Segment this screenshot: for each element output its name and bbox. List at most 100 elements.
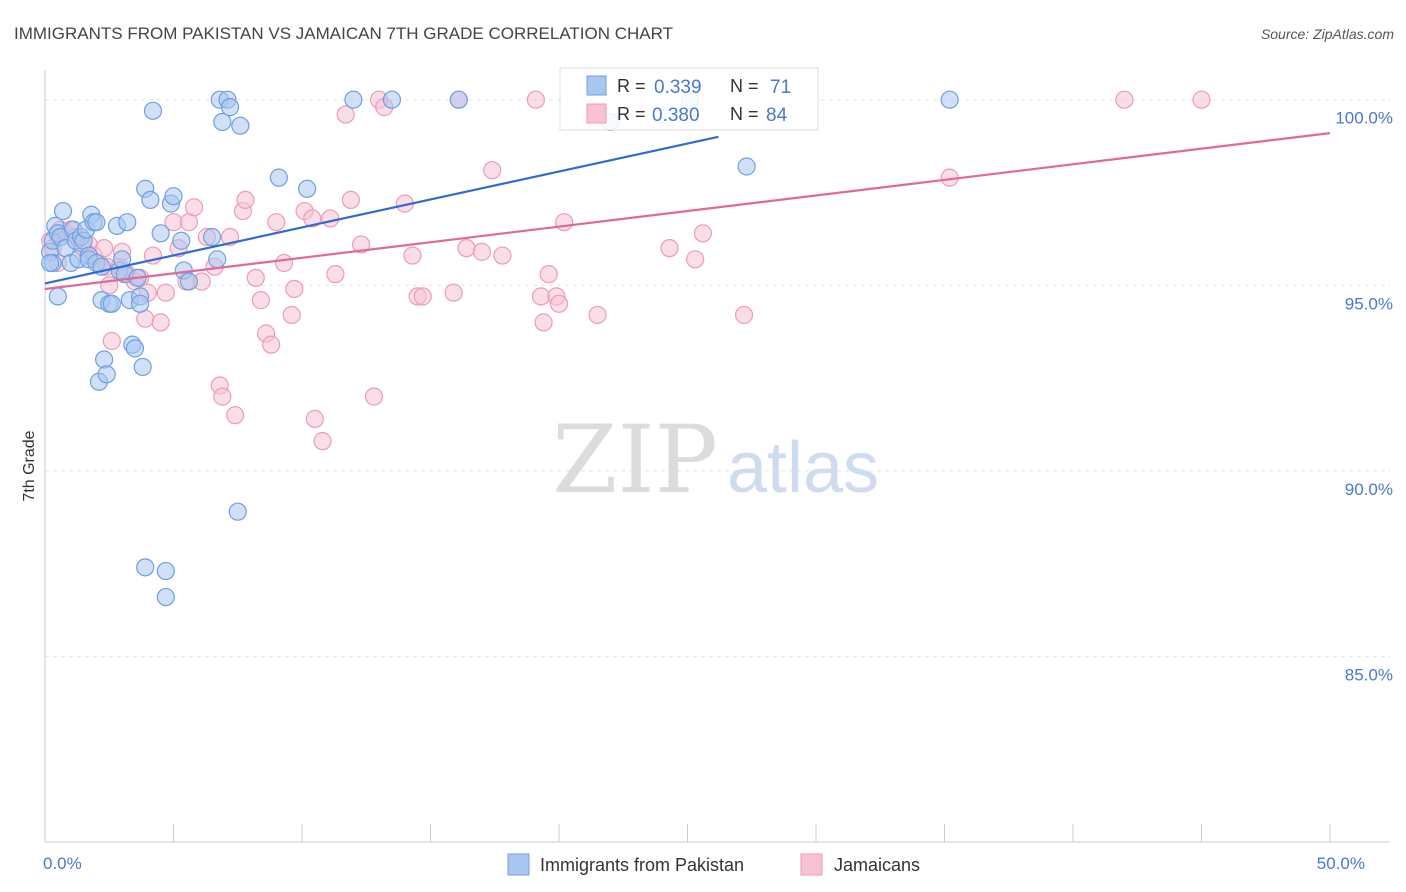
trend-lines bbox=[44, 132, 1331, 291]
point-pakistan-36 bbox=[125, 339, 145, 358]
y-tick-label-3: 85.0% bbox=[1345, 665, 1393, 684]
point-pakistan-45 bbox=[151, 224, 170, 243]
point-pakistan-68 bbox=[737, 157, 756, 176]
y-tick-label-1: 95.0% bbox=[1345, 294, 1393, 313]
point-jamaicans-82 bbox=[1115, 90, 1134, 109]
chart-source: Source: ZipAtlas.com bbox=[1261, 26, 1394, 42]
point-jamaicans-54 bbox=[341, 190, 360, 210]
point-jamaicans-60 bbox=[403, 246, 422, 265]
point-jamaicans-43 bbox=[267, 213, 286, 232]
point-jamaicans-80 bbox=[734, 305, 754, 325]
point-jamaicans-24 bbox=[156, 283, 175, 302]
point-pakistan-60 bbox=[231, 116, 250, 135]
stats-r-label-jamaicans: R = bbox=[617, 104, 646, 124]
point-pakistan-52 bbox=[179, 272, 199, 291]
point-pakistan-46 bbox=[156, 587, 175, 607]
trend-line-jamaicans bbox=[44, 132, 1331, 291]
point-jamaicans-68 bbox=[493, 246, 512, 265]
point-pakistan-54 bbox=[208, 250, 227, 269]
point-jamaicans-38 bbox=[236, 190, 255, 210]
point-jamaicans-50 bbox=[313, 432, 332, 451]
x-tick-label-0: 0.0% bbox=[43, 854, 82, 873]
point-pakistan-26 bbox=[97, 365, 116, 384]
point-jamaicans-48 bbox=[303, 209, 322, 228]
stats-swatch-pakistan bbox=[586, 75, 607, 96]
legend-swatch-pakistan bbox=[507, 853, 530, 876]
point-jamaicans-78 bbox=[686, 250, 705, 269]
stats-n-label-pakistan: N = bbox=[730, 76, 759, 96]
point-jamaicans-55 bbox=[352, 235, 371, 254]
point-pakistan-50 bbox=[172, 231, 191, 250]
watermark-atlas: atlas bbox=[727, 428, 879, 508]
point-pakistan-25 bbox=[95, 350, 114, 369]
stats-r-label-pakistan: R = bbox=[617, 76, 646, 96]
point-jamaicans-34 bbox=[213, 387, 232, 406]
point-jamaicans-36 bbox=[226, 406, 245, 425]
point-pakistan-69 bbox=[940, 90, 959, 109]
stats-r-value-jamaicans: 0.380 bbox=[652, 105, 700, 126]
point-jamaicans-62 bbox=[413, 287, 432, 306]
legend-label-jamaicans: Jamaicans bbox=[834, 855, 920, 875]
point-pakistan-7 bbox=[53, 201, 73, 221]
y-tick-label-0: 100.0% bbox=[1335, 109, 1393, 128]
x-tick-label-1: 50.0% bbox=[1317, 854, 1365, 873]
point-pakistan-70 bbox=[41, 253, 60, 273]
point-pakistan-44 bbox=[143, 101, 163, 120]
point-pakistan-42 bbox=[136, 558, 155, 577]
stats-n-label-jamaicans: N = bbox=[730, 104, 759, 124]
stats-swatch-jamaicans bbox=[586, 103, 607, 124]
point-pakistan-64 bbox=[382, 90, 402, 109]
stats-box: R = 0.339 N = 71 R = 0.380 N = 84 bbox=[559, 67, 819, 131]
stats-n-value-pakistan: 71 bbox=[770, 77, 791, 98]
point-jamaicans-72 bbox=[539, 265, 558, 284]
stats-r-value-pakistan: 0.339 bbox=[654, 77, 702, 98]
point-jamaicans-40 bbox=[251, 291, 270, 310]
point-pakistan-43 bbox=[141, 190, 160, 210]
point-pakistan-33 bbox=[118, 213, 137, 232]
point-jamaicans-69 bbox=[526, 90, 545, 109]
point-pakistan-47 bbox=[156, 561, 175, 581]
point-pakistan-62 bbox=[298, 179, 317, 198]
point-pakistan-39 bbox=[130, 294, 150, 313]
point-jamaicans-52 bbox=[326, 265, 345, 284]
point-pakistan-61 bbox=[269, 168, 288, 187]
point-pakistan-40 bbox=[133, 357, 152, 377]
point-jamaicans-63 bbox=[444, 283, 463, 302]
point-jamaicans-74 bbox=[549, 294, 569, 313]
point-jamaicans-71 bbox=[534, 313, 553, 332]
point-jamaicans-45 bbox=[282, 305, 301, 325]
series-jamaicans bbox=[41, 90, 1211, 451]
y-tick-label-2: 90.0% bbox=[1345, 480, 1393, 499]
point-pakistan-49 bbox=[164, 187, 183, 206]
legend-label-pakistan: Immigrants from Pakistan bbox=[540, 855, 744, 875]
point-jamaicans-56 bbox=[364, 387, 384, 406]
point-jamaicans-70 bbox=[531, 287, 551, 306]
point-jamaicans-66 bbox=[472, 242, 491, 261]
point-jamaicans-49 bbox=[305, 409, 324, 428]
y-axis-label: 7th Grade bbox=[21, 430, 38, 501]
watermark-zip: ZIP bbox=[552, 406, 718, 515]
series-immigrants-from-pakistan bbox=[41, 90, 959, 607]
point-jamaicans-53 bbox=[336, 105, 355, 124]
point-jamaicans-79 bbox=[693, 224, 713, 243]
point-pakistan-5 bbox=[48, 287, 67, 306]
point-pakistan-59 bbox=[228, 502, 247, 521]
point-jamaicans-75 bbox=[555, 213, 574, 232]
point-pakistan-65 bbox=[449, 90, 468, 109]
legend-swatch-jamaicans bbox=[800, 853, 823, 876]
chart-title: IMMIGRANTS FROM PAKISTAN VS JAMAICAN 7TH… bbox=[14, 24, 673, 43]
point-jamaicans-77 bbox=[660, 239, 679, 258]
stats-n-value-jamaicans: 84 bbox=[766, 105, 788, 126]
point-jamaicans-67 bbox=[483, 161, 502, 180]
point-jamaicans-14 bbox=[102, 331, 121, 351]
watermark: ZIP atlas bbox=[552, 406, 879, 515]
point-pakistan-56 bbox=[213, 112, 232, 132]
point-jamaicans-46 bbox=[285, 279, 304, 299]
point-pakistan-63 bbox=[344, 90, 363, 109]
point-pakistan-28 bbox=[102, 294, 121, 313]
gridlines bbox=[45, 99, 1390, 657]
point-jamaicans-29 bbox=[184, 198, 204, 217]
trend-line-pakistan bbox=[44, 135, 719, 285]
point-jamaicans-76 bbox=[588, 305, 607, 325]
point-pakistan-58 bbox=[220, 98, 240, 117]
